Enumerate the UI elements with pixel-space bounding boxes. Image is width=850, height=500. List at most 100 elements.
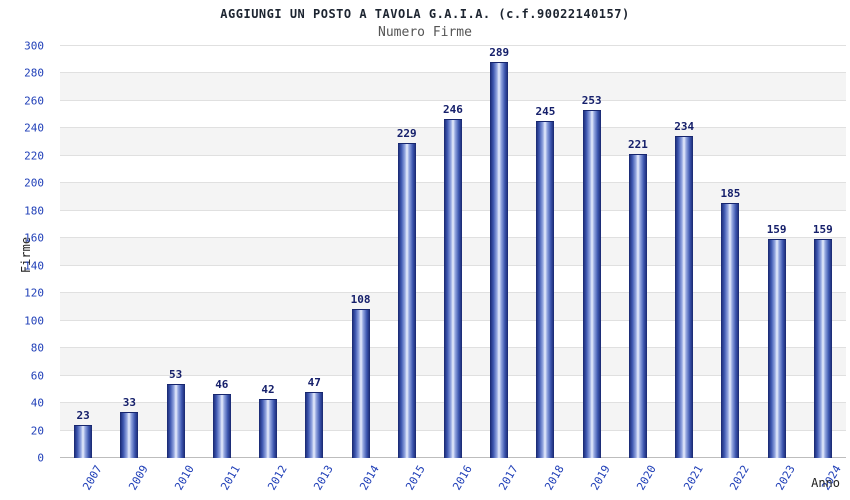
plot-area: 23 33 53 46 42 47 108 229 246 289 245 253 221 234 185 1… <box>60 45 846 458</box>
bar-slot: 246 <box>430 46 476 458</box>
x-tick: 2020 <box>615 460 661 500</box>
y-tick-label: 120 <box>24 286 44 300</box>
y-tick-label: 220 <box>24 149 44 163</box>
bar <box>305 392 324 458</box>
bar-value-label: 53 <box>168 368 183 382</box>
y-tick-label: 20 <box>30 424 44 438</box>
bar-value-label: 108 <box>350 292 371 306</box>
bar-value-label: 46 <box>215 377 229 391</box>
bar <box>259 399 278 458</box>
bar-value-label: 289 <box>489 46 510 59</box>
bar-slot: 234 <box>661 46 707 458</box>
bar-slot: 159 <box>754 46 800 458</box>
bar-value-label: 245 <box>535 104 556 118</box>
x-tick-label: 2007 <box>79 463 105 493</box>
bar <box>74 425 93 458</box>
bar-slot: 46 <box>199 46 245 458</box>
y-tick-label: 240 <box>24 121 44 135</box>
x-tick-label: 2014 <box>357 463 382 493</box>
x-tick: 2021 <box>661 460 707 500</box>
y-tick-label: 260 <box>24 94 44 108</box>
x-tick-label: 2010 <box>172 463 197 493</box>
bar-value-label: 159 <box>766 222 787 236</box>
bar <box>490 62 509 458</box>
x-axis-title: Anno <box>811 476 840 490</box>
y-tick-label: 40 <box>30 396 44 410</box>
x-tick-label: 2017 <box>495 463 521 493</box>
x-tick: 2014 <box>337 460 383 500</box>
bar-value-label: 221 <box>627 137 648 151</box>
x-tick: 2019 <box>569 460 615 500</box>
bar <box>166 384 185 458</box>
bar-value-label: 185 <box>720 186 741 200</box>
bar <box>443 119 462 458</box>
x-tick: 2016 <box>430 460 476 500</box>
bar <box>212 393 231 458</box>
x-tick: 2023 <box>754 460 800 500</box>
x-tick: 2022 <box>707 460 753 500</box>
bar-value-label: 229 <box>396 126 417 140</box>
x-tick: 2018 <box>522 460 568 500</box>
x-tick-label: 2020 <box>634 463 660 493</box>
bar-value-label: 159 <box>812 222 833 236</box>
x-tick-label: 2019 <box>588 463 613 493</box>
bar-value-label: 47 <box>307 376 321 390</box>
bar-value-label: 33 <box>122 395 136 409</box>
x-tick-label: 2022 <box>727 463 752 493</box>
bar-slot: 159 <box>800 46 846 458</box>
x-tick-label: 2012 <box>264 463 290 493</box>
bar-slot: 33 <box>106 46 152 458</box>
y-tick-label: 200 <box>24 176 44 190</box>
x-tick-label: 2011 <box>218 463 244 493</box>
bars-layer: 23 33 53 46 42 47 108 229 246 289 245 253 221 234 185 1… <box>60 46 846 458</box>
x-tick-label: 2018 <box>542 463 567 493</box>
x-tick-label: 2016 <box>449 463 475 493</box>
x-tick: 2013 <box>291 460 337 500</box>
bar <box>813 238 832 458</box>
bar-slot: 289 <box>476 46 522 458</box>
y-tick-label: 100 <box>24 314 44 328</box>
x-tick-label: 2023 <box>773 463 798 493</box>
y-tick-label: 280 <box>24 66 44 80</box>
y-tick-label: 80 <box>30 341 44 355</box>
x-tick: 2015 <box>384 460 430 500</box>
bar <box>120 411 139 458</box>
x-tick-label: 2013 <box>311 463 336 493</box>
bar <box>721 202 740 458</box>
x-tick: 2010 <box>152 460 198 500</box>
bar-value-label: 234 <box>674 119 695 133</box>
bar-value-label: 246 <box>443 103 463 117</box>
chart-title: AGGIUNGI UN POSTO A TAVOLA G.A.I.A. (c.f… <box>220 7 630 21</box>
bar <box>628 153 647 458</box>
bar-slot: 108 <box>337 46 383 458</box>
x-tick: 2011 <box>199 460 245 500</box>
bar <box>675 135 694 458</box>
y-tick-label: 300 <box>24 39 44 53</box>
x-axis: 2007 2009 2010 2011 2012 2013 2014 2015 2016 2017… <box>60 460 846 500</box>
bar-value-label: 23 <box>76 409 90 423</box>
background-band <box>60 73 846 101</box>
bar <box>397 142 416 458</box>
x-tick: 2017 <box>476 460 522 500</box>
y-tick-label: 0 <box>37 451 44 465</box>
gridline <box>60 45 846 46</box>
bar-slot: 53 <box>152 46 198 458</box>
bar-slot: 229 <box>384 46 430 458</box>
x-tick-label: 2009 <box>126 463 151 493</box>
bar-value-label: 42 <box>261 383 275 397</box>
bar-slot: 47 <box>291 46 337 458</box>
bar-slot: 245 <box>522 46 568 458</box>
x-tick: 2007 <box>60 460 106 500</box>
y-tick-label: 180 <box>24 204 44 218</box>
x-tick: 2012 <box>245 460 291 500</box>
gridline <box>60 99 846 101</box>
y-tick-label: 160 <box>24 231 44 245</box>
bar <box>767 238 786 458</box>
x-tick: 2009 <box>106 460 152 500</box>
x-tick-label: 2021 <box>680 463 706 493</box>
bar-value-label: 253 <box>581 93 602 107</box>
bar-slot: 42 <box>245 46 291 458</box>
bar <box>351 308 370 458</box>
x-tick-label: 2015 <box>403 463 429 493</box>
